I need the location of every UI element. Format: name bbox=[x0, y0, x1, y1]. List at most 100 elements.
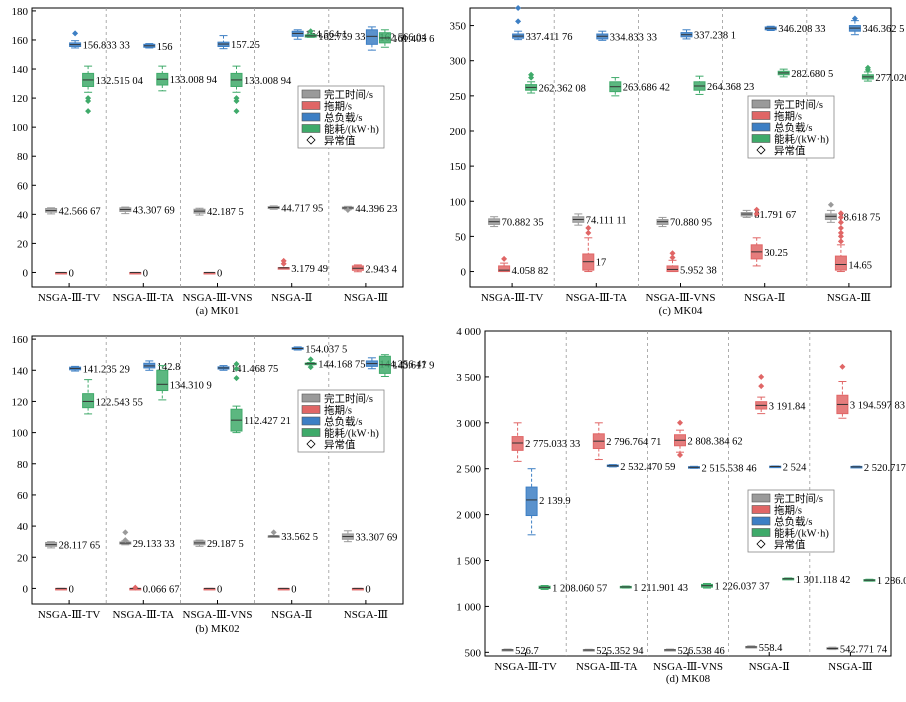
box-iqr bbox=[666, 265, 679, 273]
box-makespan: 81.791 67 bbox=[740, 209, 796, 221]
mean-label: 28.117 65 bbox=[59, 541, 101, 552]
mean-label: 144.168 75 bbox=[318, 360, 365, 371]
mean-label: 43.307 69 bbox=[133, 206, 175, 217]
legend-swatch bbox=[751, 122, 771, 132]
x-tick-label: NSGA-Ⅲ-TV bbox=[38, 609, 101, 621]
y-tick-label: 3 500 bbox=[456, 372, 481, 384]
box-makespan: 33.307 69 bbox=[341, 530, 397, 544]
outlier-legend-icon bbox=[306, 439, 316, 449]
box-tardiness: 2.943 4 bbox=[351, 264, 398, 275]
outlier-marker bbox=[837, 233, 844, 240]
y-tick-label: 20 bbox=[17, 238, 29, 250]
mean-label: 5.952 38 bbox=[680, 265, 717, 276]
outlier-marker bbox=[837, 229, 844, 236]
mean-label: 337.411 76 bbox=[526, 32, 573, 43]
mean-label: 0 bbox=[143, 268, 148, 279]
outlier-marker bbox=[837, 210, 844, 217]
mean-label: 3 191.84 bbox=[769, 401, 807, 412]
mean-label: 164.564 1 bbox=[305, 29, 347, 40]
x-tick-label: NSGA-Ⅲ-VNS bbox=[653, 661, 723, 673]
mean-label: 161.403 6 bbox=[392, 34, 434, 45]
y-tick-label: 250 bbox=[450, 91, 467, 103]
box-makespan: 70.880 95 bbox=[656, 216, 712, 229]
box-tardiness: 3 191.84 bbox=[755, 373, 807, 415]
mean-label: 2 796.764 71 bbox=[606, 437, 661, 448]
box-makespan: 33.562 5 bbox=[267, 529, 318, 543]
box-energy: 132.515 04 bbox=[82, 65, 144, 115]
box-load: 346.208 33 bbox=[764, 24, 825, 35]
mean-label: 70.880 95 bbox=[670, 218, 712, 229]
legend-swatch bbox=[751, 505, 771, 514]
box-load: 334.833 33 bbox=[596, 30, 657, 43]
y-tick-label: 2 500 bbox=[456, 464, 481, 476]
box-energy: 122.543 55 bbox=[82, 379, 143, 415]
legend-label: 能耗/(kW·h) bbox=[774, 527, 829, 540]
legend-swatch bbox=[301, 124, 321, 133]
mean-label: 122.543 55 bbox=[96, 397, 143, 408]
outlier-marker bbox=[753, 210, 760, 217]
x-tick-label: NSGA-Ⅲ bbox=[344, 609, 388, 621]
y-tick-label: 40 bbox=[17, 521, 29, 533]
mean-label: 29.187 5 bbox=[207, 539, 244, 550]
box-load: 2 139.9 bbox=[525, 468, 571, 536]
mean-label: 0 bbox=[69, 268, 74, 279]
legend-swatch bbox=[301, 416, 321, 426]
y-tick-label: 180 bbox=[12, 6, 29, 18]
mean-label: 162.566 04 bbox=[379, 32, 427, 43]
mean-label: 2 520.717 39 bbox=[864, 463, 906, 474]
box-energy: 263.686 42 bbox=[609, 77, 670, 97]
y-tick-label: 3 000 bbox=[456, 418, 481, 430]
legend-swatch bbox=[301, 89, 321, 99]
mean-label: 277.026 9 bbox=[875, 73, 906, 84]
outlier-marker bbox=[233, 365, 240, 372]
mean-label: 0 bbox=[217, 584, 222, 595]
legend-swatch bbox=[751, 111, 771, 120]
box-energy: 262.362 08 bbox=[525, 71, 586, 94]
mean-label: 144.256 41 bbox=[379, 360, 426, 371]
box-tardiness: 2 796.764 71 bbox=[592, 422, 661, 461]
box-load: 141.235 29 bbox=[69, 364, 130, 375]
chart-panel-1: 0 20 40 60 80 100 120 140 160 180 NSGA-Ⅲ-TV NSGA-Ⅲ-… bbox=[12, 6, 435, 317]
outlier-marker bbox=[827, 201, 834, 208]
mean-label: 2 515.538 46 bbox=[702, 463, 757, 474]
panel-caption: (d) MK08 bbox=[666, 673, 711, 685]
mean-label: 0 bbox=[69, 584, 74, 595]
box-makespan: 42.566 67 bbox=[45, 207, 101, 218]
panel-caption: (a) MK01 bbox=[196, 305, 240, 317]
mean-label: 1 211.901 43 bbox=[633, 583, 688, 594]
legend-swatch bbox=[301, 428, 321, 437]
box-energy: 161.403 6 bbox=[378, 29, 434, 48]
outlier-marker bbox=[528, 71, 535, 78]
mean-label: 112.427 21 bbox=[244, 416, 291, 427]
y-tick-label: 100 bbox=[12, 428, 29, 440]
outlier-marker bbox=[501, 255, 508, 262]
mean-label: 133.008 94 bbox=[244, 76, 292, 87]
x-tick-label: NSGA-Ⅲ-TV bbox=[481, 292, 544, 304]
outlier-marker bbox=[280, 257, 287, 264]
box-tardiness: 0 bbox=[55, 268, 74, 279]
legend-label: 拖期/s bbox=[324, 100, 352, 113]
box-tardiness: 0.066 67 bbox=[129, 584, 180, 595]
box-load: 142.8 bbox=[143, 360, 180, 373]
y-tick-label: 100 bbox=[12, 122, 29, 134]
box-energy: 134.310 9 bbox=[156, 365, 212, 401]
mean-label: 134.310 9 bbox=[170, 380, 212, 391]
outlier-marker bbox=[677, 419, 683, 426]
y-tick-label: 160 bbox=[12, 334, 29, 346]
mean-label: 44.396 23 bbox=[355, 204, 397, 215]
box-makespan: 558.4 bbox=[745, 643, 783, 654]
box-energy: 162.759 33 bbox=[304, 28, 365, 43]
legend-label: 总负载/s bbox=[324, 415, 363, 428]
chart-panel-4: 500 1 000 1 500 2 000 2 500 3 000 3 500 4 000 NS… bbox=[456, 326, 906, 685]
box-tardiness: 17 bbox=[582, 224, 606, 273]
mean-label: 42.187 5 bbox=[207, 207, 244, 218]
x-tick-label: NSGA-Ⅲ-VNS bbox=[646, 292, 716, 304]
box-energy: 133.008 94 bbox=[156, 65, 218, 92]
box-energy: 1 211.901 43 bbox=[619, 583, 688, 594]
y-tick-label: 4 000 bbox=[456, 326, 481, 338]
mean-label: 81.791 67 bbox=[754, 210, 796, 221]
mean-label: 2 139.9 bbox=[539, 496, 571, 507]
outlier-legend-icon bbox=[756, 539, 766, 549]
box-energy: 144.168 75 bbox=[304, 356, 365, 371]
